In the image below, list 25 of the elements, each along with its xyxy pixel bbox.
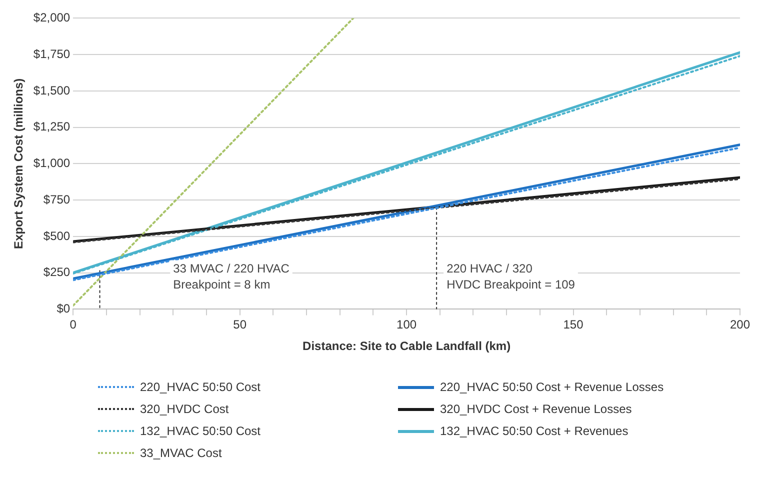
legend-label: 320_HVDC Cost + Revenue Losses — [440, 402, 632, 416]
x-tick-label: 50 — [233, 318, 247, 332]
y-axis-title: Export System Cost (millions) — [12, 78, 26, 250]
y-tick-label: $0 — [56, 302, 70, 316]
legend-label: 220_HVAC 50:50 Cost + Revenue Losses — [440, 380, 664, 394]
y-tick-label: $750 — [43, 192, 70, 206]
x-tick-label: 100 — [396, 318, 417, 332]
y-tick-label: $250 — [43, 265, 70, 280]
x-axis-title: Distance: Site to Cable Landfall (km) — [302, 339, 511, 354]
y-tick-label: $500 — [43, 228, 70, 243]
y-tick-label: $1,000 — [33, 156, 70, 170]
y-tick-label: $1,750 — [33, 46, 70, 61]
y-tick-label: $1,250 — [33, 120, 70, 134]
x-tick-label: 150 — [563, 318, 584, 332]
annotation: 220 HVAC / 320 HVDC Breakpoint = 109 — [446, 262, 576, 292]
legend-label: 132_HVAC 50:50 Cost + Revenues — [440, 424, 628, 438]
y-tick-label: $1,500 — [33, 83, 70, 98]
legend-label: 33_MVAC Cost — [140, 446, 222, 460]
legend-label: 132_HVAC 50:50 Cost — [140, 424, 261, 438]
x-tick-label: 200 — [730, 318, 750, 332]
legend-label: 220_HVAC 50:50 Cost — [140, 380, 261, 394]
y-tick-label: $2,000 — [33, 10, 70, 25]
legend-label: 320_HVDC Cost — [140, 402, 229, 416]
annotation: 33 MVAC / 220 HVAC Breakpoint = 8 km — [173, 262, 290, 292]
x-tick-label: 0 — [70, 318, 77, 332]
